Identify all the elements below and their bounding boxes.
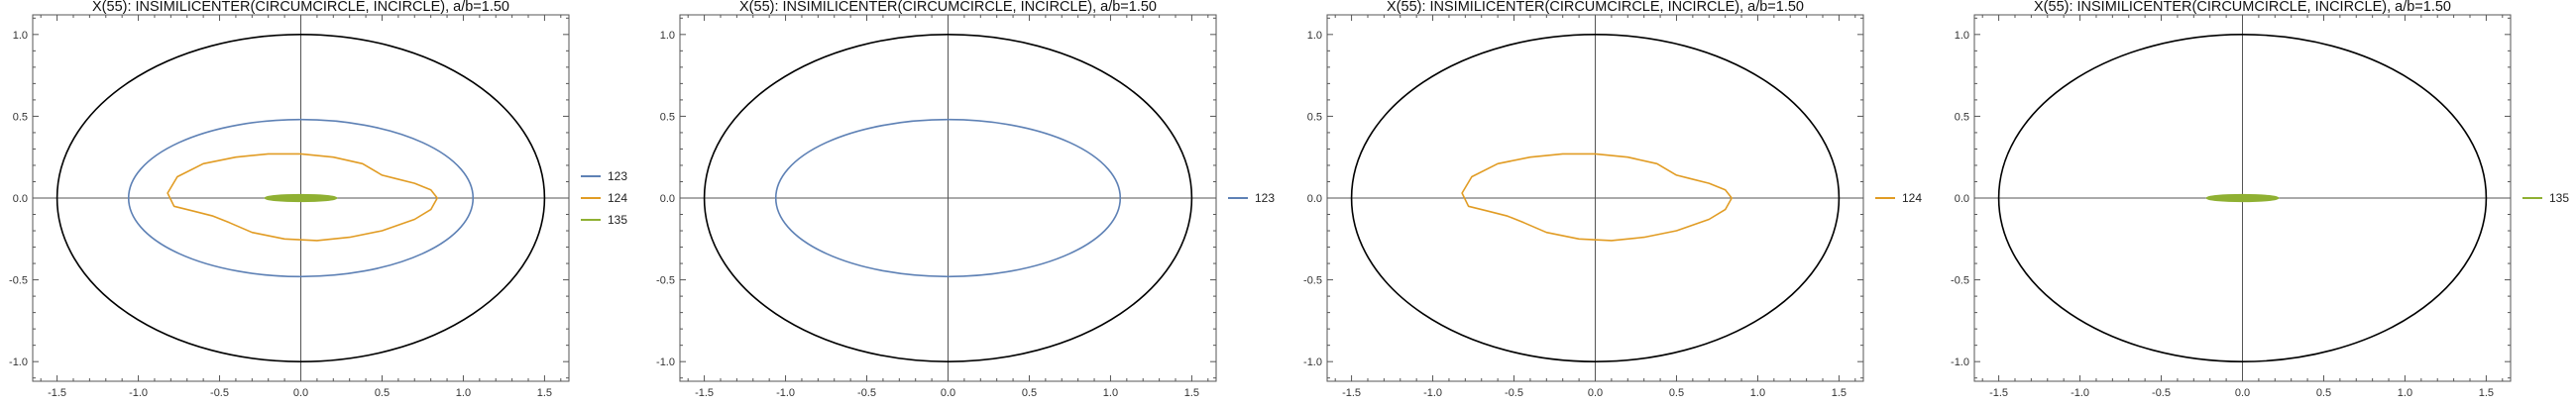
x-tick-label: 1.5 bbox=[2479, 387, 2494, 399]
chart-title: X(55): INSIMILICENTER(CIRCUMCIRCLE, INCI… bbox=[2034, 0, 2451, 15]
x-tick-label: -1.5 bbox=[695, 387, 714, 399]
boundary-ellipse bbox=[56, 34, 546, 362]
x-tick-label: -1.5 bbox=[1989, 387, 2008, 399]
series-123-curve bbox=[127, 118, 475, 278]
x-tick-label: -0.5 bbox=[2152, 387, 2171, 399]
x-tick-label: -1.0 bbox=[1423, 387, 1442, 399]
x-tick-label: 0.5 bbox=[2316, 387, 2331, 399]
y-tick-label: 0.0 bbox=[13, 193, 28, 205]
y-tick-label: 0.0 bbox=[1307, 193, 1322, 205]
x-tick-label: -1.0 bbox=[2071, 387, 2089, 399]
chart-panel-3: X(55): INSIMILICENTER(CIRCUMCIRCLE, INCI… bbox=[1294, 0, 1929, 402]
y-tick-label: -1.0 bbox=[1951, 356, 1969, 368]
y-tick-label: 0.0 bbox=[1955, 193, 1969, 205]
x-tick-label: 1.0 bbox=[1103, 387, 1118, 399]
x-tick-label: -1.5 bbox=[1342, 387, 1361, 399]
legend-label-135: 135 bbox=[608, 213, 627, 227]
x-tick-label: 0.0 bbox=[1588, 387, 1603, 399]
x-tick-label: 1.5 bbox=[1184, 387, 1199, 399]
y-tick-label: 1.0 bbox=[660, 30, 675, 42]
legend-label-135: 135 bbox=[2549, 191, 2569, 205]
chart-svg-2: X(55): INSIMILICENTER(CIRCUMCIRCLE, INCI… bbox=[656, 0, 1275, 399]
y-tick-label: -1.0 bbox=[1303, 356, 1322, 368]
chart-title: X(55): INSIMILICENTER(CIRCUMCIRCLE, INCI… bbox=[739, 0, 1157, 15]
x-tick-label: 0.0 bbox=[941, 387, 955, 399]
legend-label-123: 123 bbox=[1255, 191, 1275, 205]
x-tick-label: 1.0 bbox=[2398, 387, 2412, 399]
y-tick-label: 1.0 bbox=[1307, 30, 1322, 42]
y-tick-label: 1.0 bbox=[13, 30, 28, 42]
y-tick-label: -0.5 bbox=[1303, 275, 1322, 287]
chart-panel-1: X(55): INSIMILICENTER(CIRCUMCIRCLE, INCI… bbox=[0, 0, 634, 402]
x-tick-label: -0.5 bbox=[1505, 387, 1523, 399]
chart-title: X(55): INSIMILICENTER(CIRCUMCIRCLE, INCI… bbox=[92, 0, 509, 15]
chart-panel-4: X(55): INSIMILICENTER(CIRCUMCIRCLE, INCI… bbox=[1942, 0, 2576, 402]
y-tick-label: 0.0 bbox=[660, 193, 675, 205]
x-tick-label: 0.0 bbox=[293, 387, 308, 399]
y-tick-label: 0.5 bbox=[660, 111, 675, 123]
x-tick-label: -1.0 bbox=[776, 387, 795, 399]
series-135-curve bbox=[264, 193, 338, 203]
series-123-curve bbox=[774, 118, 1122, 278]
x-tick-label: 0.5 bbox=[1669, 387, 1684, 399]
boundary-ellipse bbox=[1350, 34, 1841, 362]
series-124-curve bbox=[167, 153, 438, 242]
boundary-ellipse bbox=[703, 34, 1193, 362]
x-tick-label: 1.5 bbox=[537, 387, 552, 399]
series-135-curve bbox=[2205, 193, 2280, 203]
x-tick-label: 1.0 bbox=[456, 387, 471, 399]
chart-svg-1: X(55): INSIMILICENTER(CIRCUMCIRCLE, INCI… bbox=[9, 0, 627, 399]
y-tick-label: -1.0 bbox=[656, 356, 675, 368]
chart-panel-2: X(55): INSIMILICENTER(CIRCUMCIRCLE, INCI… bbox=[647, 0, 1282, 402]
y-tick-label: -0.5 bbox=[9, 275, 28, 287]
y-tick-label: 1.0 bbox=[1955, 30, 1969, 42]
y-tick-label: 0.5 bbox=[1955, 111, 1969, 123]
y-tick-label: 0.5 bbox=[13, 111, 28, 123]
x-tick-label: -0.5 bbox=[210, 387, 229, 399]
x-tick-label: 0.5 bbox=[375, 387, 390, 399]
chart-svg-3: X(55): INSIMILICENTER(CIRCUMCIRCLE, INCI… bbox=[1303, 0, 1922, 399]
x-tick-label: 1.5 bbox=[1832, 387, 1847, 399]
x-tick-label: -1.0 bbox=[129, 387, 148, 399]
chart-svg-4: X(55): INSIMILICENTER(CIRCUMCIRCLE, INCI… bbox=[1951, 0, 2569, 399]
boundary-ellipse bbox=[1997, 34, 2488, 362]
series-124-curve bbox=[1461, 153, 1733, 242]
x-tick-label: -0.5 bbox=[857, 387, 876, 399]
x-tick-label: 0.0 bbox=[2235, 387, 2250, 399]
x-tick-label: 0.5 bbox=[1022, 387, 1037, 399]
x-tick-label: -1.5 bbox=[48, 387, 66, 399]
legend-label-124: 124 bbox=[1902, 191, 1922, 205]
y-tick-label: 0.5 bbox=[1307, 111, 1322, 123]
legend-label-124: 124 bbox=[608, 191, 627, 205]
legend-label-123: 123 bbox=[608, 169, 627, 183]
y-tick-label: -1.0 bbox=[9, 356, 28, 368]
y-tick-label: -0.5 bbox=[1951, 275, 1969, 287]
chart-title: X(55): INSIMILICENTER(CIRCUMCIRCLE, INCI… bbox=[1387, 0, 1804, 15]
x-tick-label: 1.0 bbox=[1750, 387, 1765, 399]
y-tick-label: -0.5 bbox=[656, 275, 675, 287]
